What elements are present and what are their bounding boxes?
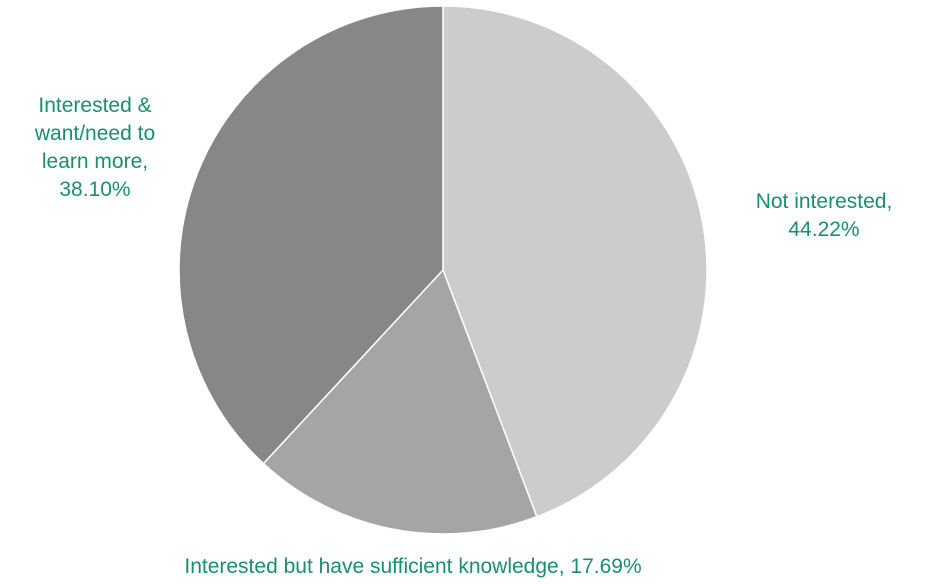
data-label-interested-but-have-sufficient-knowledge: Interested but have sufficient knowledge… xyxy=(184,555,641,578)
data-label-line: 38.10% xyxy=(59,178,130,201)
pie-slices xyxy=(178,5,708,535)
slice-labels: Not interested, 44.22% Interested but have… xyxy=(34,94,892,578)
data-label-line: Interested & xyxy=(38,94,151,117)
data-label-line: learn more, xyxy=(42,150,148,173)
pie-slice-not-interested xyxy=(442,5,708,518)
data-label-line: want/need to xyxy=(34,122,155,145)
pie-slice-interested-want-need-to-learn-more xyxy=(178,5,444,465)
data-label-line: Not interested, xyxy=(756,190,893,213)
data-label-line: Interested but have sufficient knowledge… xyxy=(184,555,641,578)
data-label-not-interested: Not interested, 44.22% xyxy=(756,190,893,241)
data-label-interested-want-need-to-learn-more: Interested & want/need to learn more, 38.10… xyxy=(34,94,155,201)
pie-slice-interested-but-have-sufficient-knowledge xyxy=(262,269,538,535)
data-label-line: 44.22% xyxy=(788,218,859,241)
